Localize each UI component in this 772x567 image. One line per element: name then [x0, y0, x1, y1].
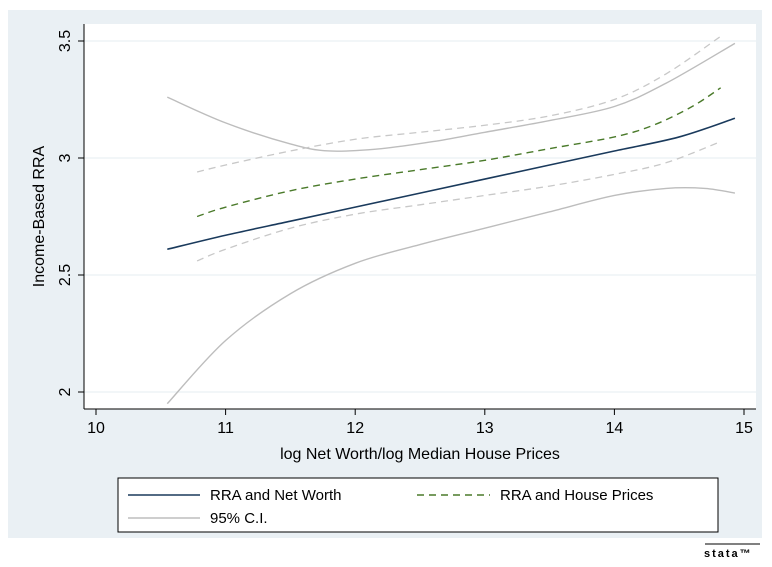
y-tick-label: 3.5 [57, 30, 74, 52]
legend-label-net-worth: RRA and Net Worth [210, 487, 341, 504]
y-tick-label: 2.5 [57, 264, 74, 286]
series-line-1 [196, 87, 722, 218]
x-tick-label: 12 [346, 420, 364, 437]
series-line-0 [167, 117, 736, 251]
x-tick-label: 10 [87, 420, 105, 437]
x-tick-label: 11 [217, 420, 234, 437]
y-tick-label: 2 [57, 387, 74, 396]
gridlines [84, 40, 756, 393]
y-axis-ticks: 2 2.5 3 3.5 [57, 30, 84, 396]
y-axis-title: Income-Based RRA [31, 145, 48, 287]
y-tick-label: 3 [57, 153, 74, 162]
x-tick-label: 15 [735, 420, 753, 437]
legend-box [117, 477, 719, 533]
plot-area [84, 24, 756, 409]
legend: RRA and Net Worth RRA and House Prices 9… [117, 477, 719, 533]
x-tick-label: 13 [476, 420, 494, 437]
series-line-3 [166, 186, 736, 405]
series-line-5 [196, 141, 721, 262]
series-line-2 [166, 42, 736, 152]
x-axis-title: log Net Worth/log Median House Prices [280, 446, 560, 463]
x-tick-label: 14 [606, 420, 624, 437]
legend-label-house-prices: RRA and House Prices [500, 487, 653, 504]
legend-label-ci: 95% C.I. [210, 510, 268, 527]
x-axis-ticks: 10 11 12 13 14 15 [87, 409, 753, 437]
series-group [166, 35, 736, 405]
stata-logo: stata™ [704, 543, 760, 560]
stata-logo-text: stata™ [704, 548, 753, 560]
series-line-4 [196, 35, 722, 173]
